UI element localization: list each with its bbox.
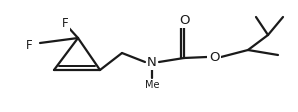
Text: F: F: [62, 16, 69, 29]
Text: Me: Me: [145, 80, 159, 90]
Text: F: F: [26, 39, 32, 52]
Text: O: O: [179, 14, 189, 27]
Text: O: O: [209, 51, 219, 64]
Text: N: N: [147, 56, 157, 69]
